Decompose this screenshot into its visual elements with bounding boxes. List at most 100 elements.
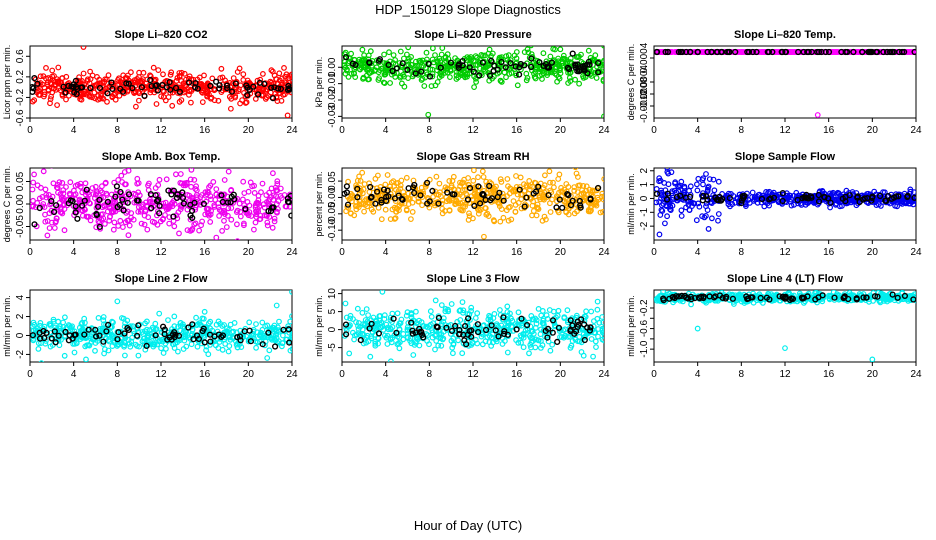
mean-point bbox=[218, 333, 225, 341]
mean-point bbox=[827, 199, 834, 206]
data-point bbox=[449, 344, 456, 351]
mean-point bbox=[154, 197, 161, 205]
data-point bbox=[219, 227, 226, 234]
data-point bbox=[471, 168, 477, 174]
data-point bbox=[459, 180, 465, 187]
mean-point bbox=[114, 336, 121, 343]
data-point bbox=[240, 178, 247, 185]
data-point bbox=[102, 180, 109, 187]
data-point bbox=[343, 314, 350, 321]
data-point bbox=[357, 177, 364, 184]
mean-point bbox=[523, 322, 531, 329]
data-point bbox=[125, 232, 132, 239]
data-point bbox=[443, 198, 450, 205]
x-tick-label: 8 bbox=[115, 369, 121, 380]
y-tick-label: -0.0008 bbox=[639, 77, 650, 111]
data-point bbox=[193, 187, 200, 194]
mean-point bbox=[272, 343, 279, 350]
mean-point bbox=[147, 191, 155, 198]
data-point bbox=[474, 193, 480, 200]
data-point bbox=[56, 179, 63, 186]
data-point bbox=[405, 46, 412, 51]
mean-point bbox=[135, 197, 142, 204]
data-point bbox=[448, 301, 455, 307]
data-point bbox=[382, 332, 388, 339]
mean-point bbox=[159, 81, 166, 89]
mean-point bbox=[911, 194, 916, 201]
data-point bbox=[540, 195, 546, 202]
mean-point bbox=[194, 85, 201, 92]
data-point bbox=[715, 178, 722, 185]
data-point bbox=[543, 69, 550, 76]
data-point bbox=[346, 55, 352, 61]
data-point bbox=[193, 314, 200, 321]
data-point bbox=[61, 352, 68, 359]
data-point bbox=[144, 332, 151, 339]
mean-point bbox=[395, 192, 402, 199]
mean-point bbox=[495, 333, 502, 340]
data-point bbox=[65, 92, 72, 99]
data-point bbox=[120, 315, 127, 322]
data-point bbox=[695, 175, 702, 182]
data-point bbox=[383, 321, 390, 328]
x-tick-label: 16 bbox=[511, 369, 523, 380]
data-point bbox=[192, 220, 199, 227]
data-point bbox=[44, 218, 51, 224]
data-point bbox=[582, 313, 589, 320]
mean-point bbox=[385, 61, 392, 69]
mean-point bbox=[265, 329, 272, 336]
mean-point bbox=[96, 223, 103, 231]
data-point bbox=[223, 224, 230, 231]
mean-point bbox=[147, 76, 154, 84]
x-tick-label: 12 bbox=[779, 247, 791, 258]
mean-point bbox=[284, 86, 292, 94]
data-point bbox=[237, 213, 244, 220]
data-point bbox=[429, 334, 436, 341]
data-point bbox=[594, 306, 601, 313]
data-point bbox=[163, 77, 170, 84]
outlier-point bbox=[590, 353, 596, 360]
data-point bbox=[457, 317, 464, 323]
mean-point bbox=[575, 68, 583, 75]
data-point bbox=[853, 49, 860, 55]
data-points bbox=[342, 168, 604, 240]
data-point bbox=[576, 80, 582, 87]
mean-point bbox=[416, 325, 423, 333]
x-tick-label: 8 bbox=[427, 369, 433, 380]
y-tick-label: 2 bbox=[639, 168, 650, 174]
data-point bbox=[222, 77, 229, 84]
data-point bbox=[277, 185, 284, 192]
data-point bbox=[472, 315, 479, 321]
mean-point bbox=[884, 193, 892, 200]
data-point bbox=[528, 313, 535, 319]
x-tick-label: 0 bbox=[27, 247, 33, 258]
data-point bbox=[432, 52, 438, 58]
data-point bbox=[455, 74, 462, 81]
mean-point bbox=[103, 328, 110, 335]
mean-point bbox=[548, 59, 556, 66]
data-point bbox=[85, 213, 92, 220]
mean-point bbox=[844, 48, 851, 56]
data-point bbox=[263, 192, 270, 199]
data-point bbox=[527, 341, 534, 348]
mean-point bbox=[779, 190, 786, 197]
data-point bbox=[509, 187, 516, 194]
data-point bbox=[513, 173, 519, 179]
x-tick-label: 8 bbox=[739, 369, 745, 380]
data-point bbox=[147, 89, 154, 96]
data-point bbox=[176, 230, 182, 237]
data-point bbox=[31, 171, 37, 178]
data-point bbox=[408, 54, 415, 60]
mean-point bbox=[595, 69, 602, 76]
mean-point bbox=[367, 194, 375, 201]
mean-point bbox=[795, 48, 802, 56]
data-point bbox=[174, 348, 181, 355]
data-point bbox=[834, 189, 841, 196]
data-point bbox=[217, 320, 224, 327]
data-point bbox=[543, 58, 550, 65]
data-point bbox=[466, 311, 473, 318]
data-point bbox=[497, 218, 504, 225]
data-point bbox=[30, 197, 36, 204]
y-tick-label: 0.0004 bbox=[639, 42, 650, 73]
